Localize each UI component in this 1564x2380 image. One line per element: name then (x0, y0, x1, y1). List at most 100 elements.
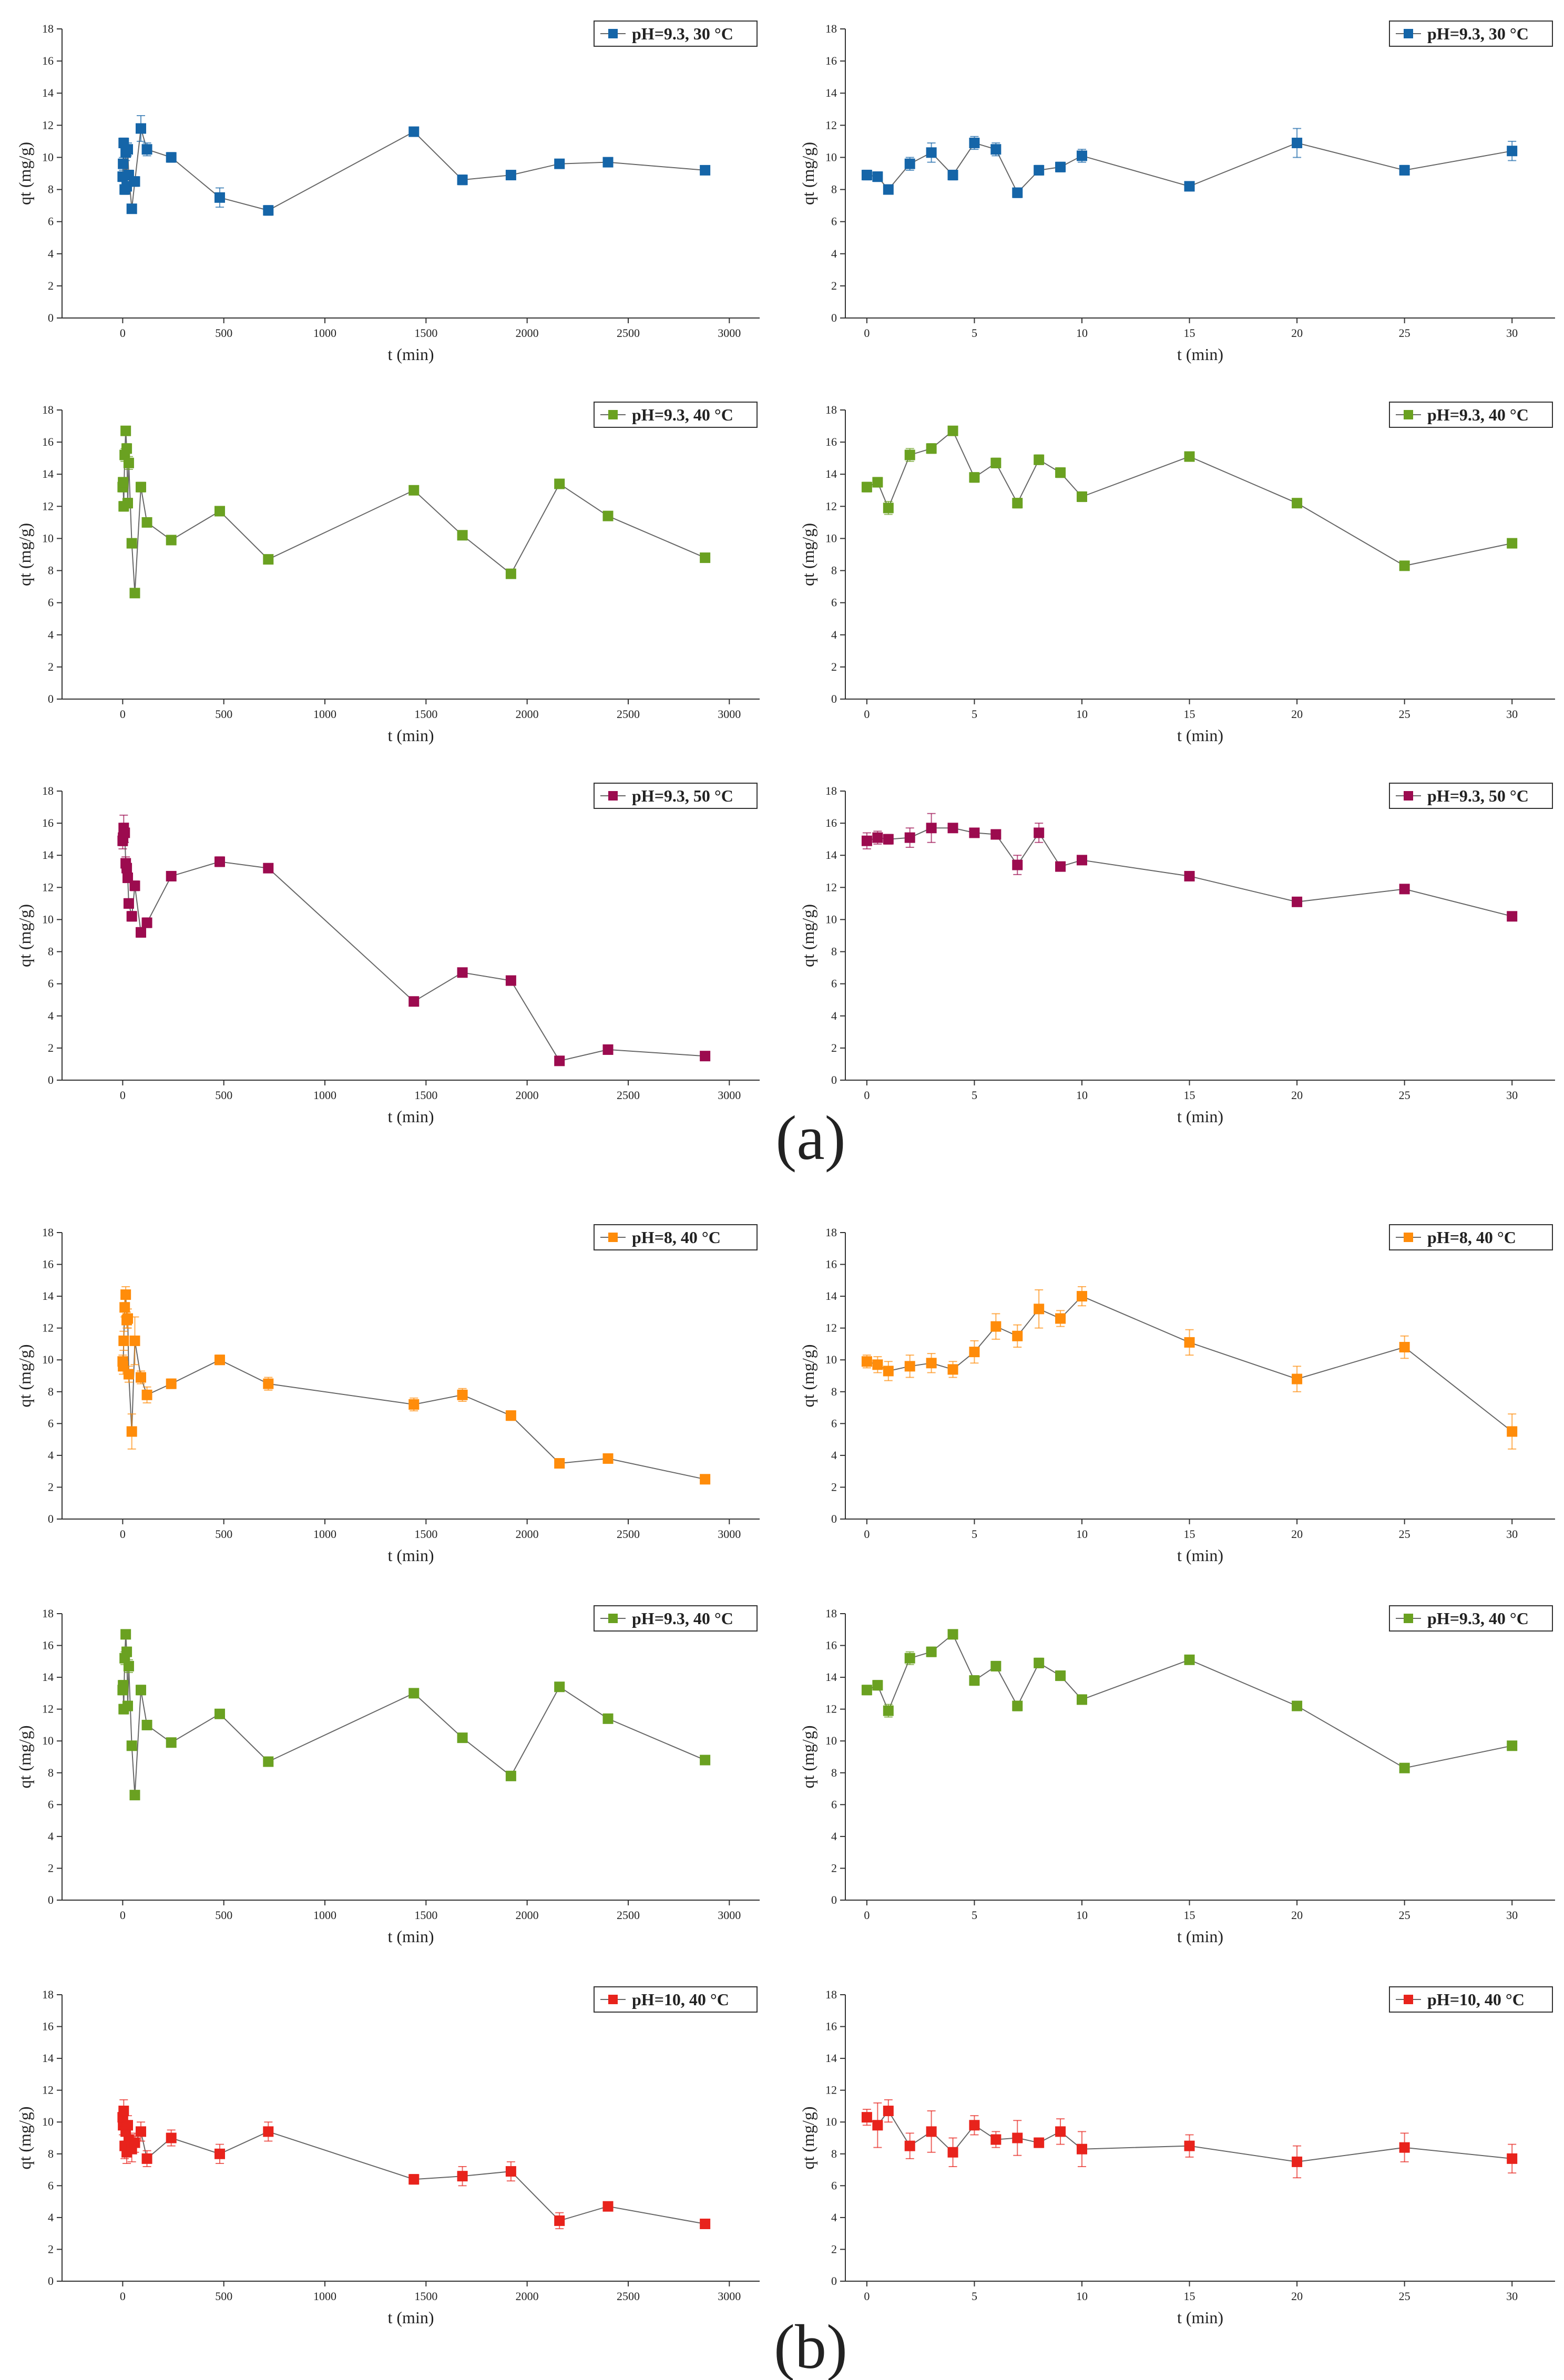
data-point (990, 457, 1001, 468)
data-point (554, 478, 565, 489)
y-tick-label: 16 (825, 54, 837, 67)
x-axis-label: t (min) (388, 345, 434, 364)
data-point (1292, 896, 1303, 907)
data-point (166, 1378, 177, 1389)
y-tick-label: 14 (42, 1289, 54, 1302)
data-point (861, 2112, 872, 2123)
x-tick-label: 25 (1399, 326, 1410, 340)
x-tick-label: 0 (120, 1089, 126, 1102)
data-point (926, 147, 937, 158)
data-point (118, 1680, 129, 1691)
data-point (700, 1755, 711, 1766)
data-point (141, 1389, 152, 1400)
data-point (1399, 560, 1410, 571)
y-tick-label: 6 (831, 1798, 837, 1811)
chart-b-right-8: 0 2 4 6 8 10 12 14 16 18 0 5 10 15 20 25 30 t (min) qt (mg… (799, 1224, 1555, 1565)
data-point (904, 1653, 915, 1664)
data-point (1184, 1337, 1195, 1348)
data-point (505, 2166, 516, 2177)
data-point (214, 1355, 226, 1366)
x-tick-label: 5 (972, 707, 977, 721)
data-point (926, 823, 937, 834)
data-point (120, 425, 131, 436)
data-point (1292, 2156, 1303, 2167)
data-point (1184, 451, 1195, 462)
y-tick-label: 6 (48, 596, 54, 609)
chart-a-right-40: 0 2 4 6 8 10 12 14 16 18 0 5 10 15 20 25 30 t (min) qt (mg… (799, 402, 1555, 745)
y-tick-label: 4 (48, 2211, 54, 2224)
data-point (602, 510, 614, 521)
data-point (457, 2171, 468, 2182)
legend-label: pH=10, 40 °C (632, 1990, 729, 2009)
chart-b-right-9.3: 0 2 4 6 8 10 12 14 16 18 0 5 10 15 20 25 30 t (min) qt (mg… (799, 1605, 1555, 1946)
data-point (1507, 1740, 1518, 1751)
x-tick-label: 20 (1291, 707, 1303, 721)
y-tick-label: 0 (831, 1512, 837, 1525)
data-point (1077, 2143, 1087, 2155)
x-tick-label: 20 (1291, 2290, 1303, 2303)
x-tick-label: 0 (120, 707, 126, 721)
y-tick-label: 10 (825, 150, 837, 163)
data-point (166, 870, 177, 881)
data-point (1077, 1694, 1087, 1705)
x-tick-label: 20 (1291, 1527, 1303, 1541)
data-point (1184, 2140, 1195, 2151)
x-axis-label: t (min) (1177, 1107, 1223, 1126)
series-line (122, 128, 706, 211)
y-tick-label: 2 (48, 2242, 54, 2255)
x-tick-label: 2000 (516, 1527, 539, 1541)
x-tick-label: 25 (1399, 1527, 1410, 1541)
data-point (554, 1055, 565, 1066)
data-point (136, 2126, 147, 2137)
data-point (263, 554, 274, 565)
data-point (1184, 870, 1195, 881)
y-axis-label: qt (mg/g) (15, 904, 34, 967)
data-point (122, 1700, 134, 1711)
x-tick-label: 2500 (617, 326, 640, 340)
data-point (118, 158, 129, 169)
data-point (1055, 861, 1066, 872)
y-tick-label: 12 (42, 2084, 54, 2097)
data-point (947, 170, 958, 181)
y-axis-label: qt (mg/g) (799, 1345, 817, 1408)
data-point (126, 538, 137, 549)
y-tick-label: 14 (42, 1670, 54, 1684)
y-tick-label: 0 (831, 1073, 837, 1086)
y-tick-label: 6 (48, 215, 54, 228)
y-tick-label: 18 (42, 784, 54, 797)
data-point (120, 1289, 131, 1300)
y-tick-label: 0 (48, 1893, 54, 1906)
x-tick-label: 0 (864, 326, 870, 340)
y-tick-label: 12 (42, 499, 54, 512)
data-point (883, 184, 894, 195)
data-point (408, 996, 420, 1007)
data-point (1012, 187, 1023, 198)
data-point (136, 927, 147, 938)
data-point (121, 863, 132, 874)
y-tick-label: 8 (831, 564, 837, 577)
series-line (122, 1634, 706, 1796)
y-tick-label: 14 (825, 467, 837, 480)
data-point (1034, 1304, 1045, 1315)
data-point (263, 1756, 274, 1767)
y-tick-label: 18 (825, 403, 837, 416)
y-tick-label: 10 (42, 531, 54, 545)
y-axis-label: qt (mg/g) (799, 523, 817, 586)
x-tick-label: 30 (1506, 1909, 1518, 1922)
y-tick-label: 4 (831, 1009, 837, 1022)
data-point (861, 481, 872, 493)
data-point (947, 2147, 958, 2158)
chart-a-left-40: 0 2 4 6 8 10 12 14 16 18 0 500 1000 1500 2000 2500 3000 t… (15, 402, 760, 745)
data-point (214, 506, 226, 517)
data-point (1399, 165, 1410, 176)
data-point (904, 449, 915, 460)
x-tick-label: 25 (1399, 2290, 1410, 2303)
legend-marker (1404, 1233, 1413, 1242)
y-tick-label: 12 (42, 1321, 54, 1335)
y-tick-label: 16 (42, 1258, 54, 1271)
y-tick-label: 10 (42, 2115, 54, 2128)
y-tick-label: 18 (42, 403, 54, 416)
data-point (121, 181, 132, 192)
data-point (602, 1713, 614, 1724)
